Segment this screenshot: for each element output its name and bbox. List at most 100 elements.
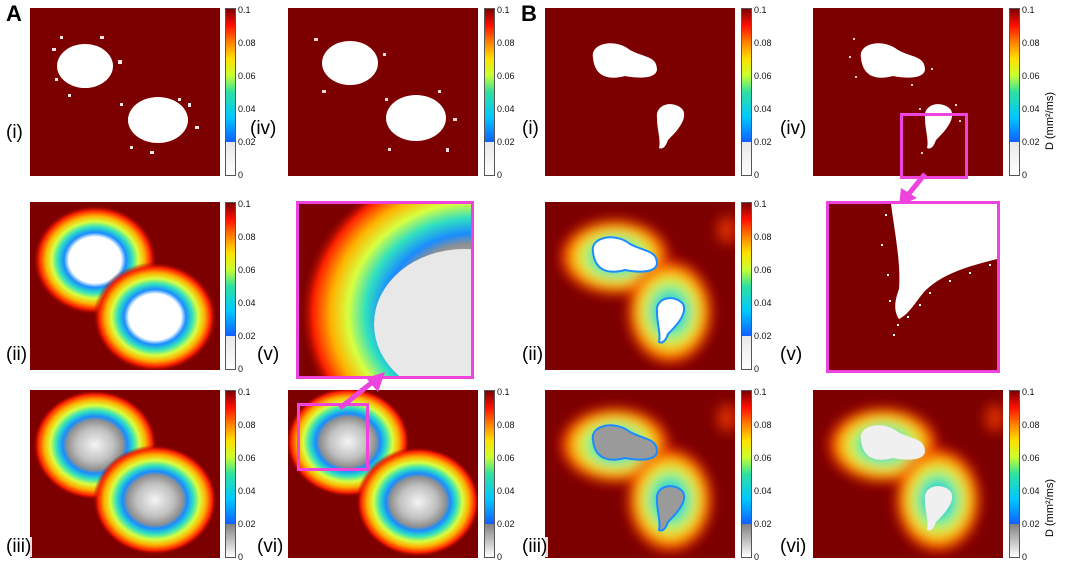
zoom-region-box-b (900, 113, 968, 179)
colorbar-tick-label: 0.04 (754, 104, 772, 114)
colorbar-tick-label: 0.02 (238, 137, 256, 147)
diffusion-map-a-iv (288, 8, 478, 176)
colorbar-tick-label: 0.02 (497, 519, 515, 529)
colorbar-tick-label: 0.06 (1022, 453, 1040, 463)
panel-label-b-i: (i) (521, 118, 540, 139)
diffusion-map-b-v (829, 204, 997, 370)
colorbar-unit-label-top: D (mm²/ms) (1044, 91, 1056, 150)
colorbar-tick-label: 0 (754, 552, 760, 562)
colorbar-a-ii (225, 202, 236, 370)
colorbar-tick-label: 0.1 (754, 387, 767, 397)
colorbar-tick-label: 0.08 (1022, 420, 1040, 430)
colorbar-tick-label: 0.06 (754, 71, 772, 81)
panel-label-b-vi: (vi) (779, 536, 808, 557)
panel-label-a-vi: (vi) (256, 536, 285, 557)
colorbar-tick-label: 0 (754, 364, 760, 374)
diffusion-map-b-iii (545, 390, 735, 558)
magnified-inset-b (826, 201, 1000, 373)
colorbar-tick-label: 0.06 (754, 453, 772, 463)
colorbar-tick-label: 0.1 (238, 5, 251, 15)
colorbar-tick-label: 0.04 (497, 104, 515, 114)
panel-label-a-iv: (iv) (249, 118, 278, 139)
colorbar-tick-label: 0.1 (1022, 387, 1035, 397)
diffusion-map-a-iii (30, 390, 220, 558)
colorbar-tick-label: 0.02 (754, 519, 772, 529)
section-b-label: B (521, 1, 537, 26)
colorbar-tick-label: 0.06 (1022, 71, 1040, 81)
colorbar-tick-label: 0.02 (754, 331, 772, 341)
colorbar-tick-label: 0.04 (754, 486, 772, 496)
colorbar-tick-label: 0.04 (1022, 486, 1040, 496)
colorbar-tick-label: 0.06 (497, 453, 515, 463)
colorbar-tick-label: 0.04 (238, 486, 256, 496)
colorbar-tick-label: 0.08 (754, 38, 772, 48)
colorbar-tick-label: 0.04 (1022, 104, 1040, 114)
colorbar-tick-label: 0.02 (238, 331, 256, 341)
diffusion-map-a-i (30, 8, 220, 176)
colorbar-a-iv (484, 8, 495, 176)
colorbar-b-iv (1009, 8, 1020, 176)
colorbar-a-iii (225, 390, 236, 558)
colorbar-tick-label: 0.04 (497, 486, 515, 496)
colorbar-tick-label: 0.08 (497, 420, 515, 430)
panel-label-a-v: (v) (256, 344, 281, 365)
colorbar-tick-label: 0.1 (754, 5, 767, 15)
panel-label-a-iii: (iii) (5, 536, 33, 557)
colorbar-tick-label: 0.06 (238, 453, 256, 463)
colorbar-a-vi (484, 390, 495, 558)
magnified-inset-a (296, 201, 474, 379)
panel-label-a-ii: (ii) (5, 344, 29, 365)
colorbar-tick-label: 0.08 (238, 420, 256, 430)
colorbar-b-vi (1009, 390, 1020, 558)
colorbar-tick-label: 0.06 (497, 71, 515, 81)
colorbar-b-ii (741, 202, 752, 370)
colorbar-tick-label: 0.1 (1022, 5, 1035, 15)
colorbar-tick-label: 0.1 (754, 199, 767, 209)
colorbar-tick-label: 0.04 (238, 104, 256, 114)
diffusion-map-b-vi (813, 390, 1003, 558)
colorbar-tick-label: 0 (497, 170, 503, 180)
panel-label-b-iv: (iv) (779, 118, 808, 139)
diffusion-map-a-ii (30, 202, 220, 370)
colorbar-tick-label: 0.08 (497, 38, 515, 48)
colorbar-tick-label: 0 (497, 552, 503, 562)
panel-label-b-iii: (iii) (521, 536, 549, 557)
colorbar-a-i (225, 8, 236, 176)
colorbar-tick-label: 0.02 (1022, 519, 1040, 529)
diffusion-map-b-i (545, 8, 735, 176)
colorbar-b-i (741, 8, 752, 176)
colorbar-tick-label: 0.1 (238, 199, 251, 209)
colorbar-tick-label: 0 (238, 364, 244, 374)
diffusion-map-b-ii (545, 202, 735, 370)
colorbar-tick-label: 0.04 (754, 298, 772, 308)
colorbar-tick-label: 0 (238, 552, 244, 562)
colorbar-tick-label: 0.02 (238, 519, 256, 529)
colorbar-tick-label: 0.08 (238, 232, 256, 242)
colorbar-tick-label: 0.06 (754, 265, 772, 275)
panel-label-a-i: (i) (5, 122, 24, 143)
section-a-label: A (6, 1, 22, 26)
colorbar-tick-label: 0.08 (238, 38, 256, 48)
colorbar-b-iii (741, 390, 752, 558)
colorbar-tick-label: 0 (1022, 170, 1028, 180)
panel-label-b-ii: (ii) (521, 344, 545, 365)
colorbar-tick-label: 0.04 (238, 298, 256, 308)
diffusion-map-a-v (299, 204, 471, 376)
colorbar-tick-label: 0.1 (497, 387, 510, 397)
colorbar-tick-label: 0.08 (754, 232, 772, 242)
panel-label-b-v: (v) (779, 344, 804, 365)
colorbar-tick-label: 0.02 (497, 137, 515, 147)
zoom-region-box-a (297, 403, 369, 471)
colorbar-tick-label: 0.02 (754, 137, 772, 147)
colorbar-tick-label: 0.08 (1022, 38, 1040, 48)
colorbar-tick-label: 0 (1022, 552, 1028, 562)
zoom-arrow-a (338, 372, 385, 410)
colorbar-tick-label: 0.1 (238, 387, 251, 397)
colorbar-unit-label-bottom: D (mm²/ms) (1044, 478, 1056, 537)
colorbar-tick-label: 0.06 (238, 71, 256, 81)
colorbar-tick-label: 0.08 (754, 420, 772, 430)
diffusion-map-a-vi (288, 390, 478, 558)
colorbar-tick-label: 0 (754, 170, 760, 180)
colorbar-tick-label: 0 (238, 170, 244, 180)
colorbar-tick-label: 0.1 (497, 5, 510, 15)
